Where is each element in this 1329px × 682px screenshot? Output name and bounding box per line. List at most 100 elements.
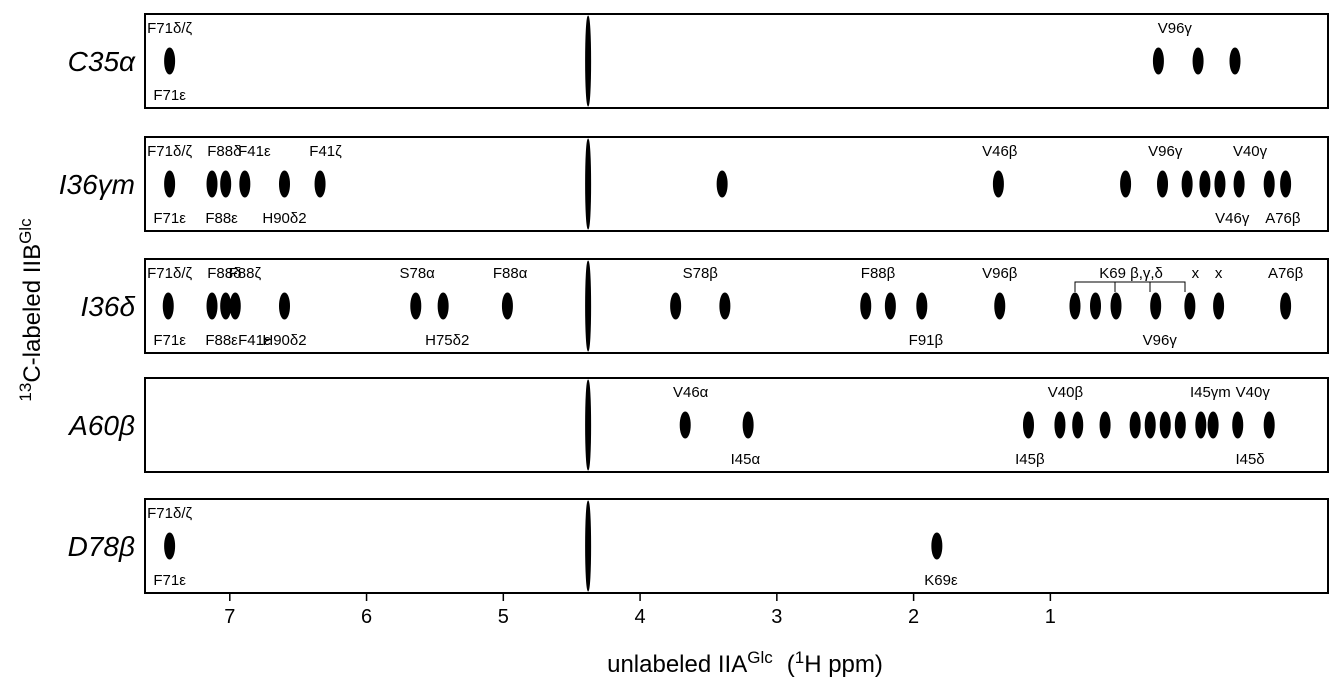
y-label-sup: 13 — [16, 383, 35, 402]
y-label-sup2: Glc — [16, 218, 35, 244]
peak — [1229, 47, 1241, 75]
peak-label: V40β — [1048, 384, 1084, 401]
peak — [1022, 411, 1034, 439]
panel-label: I36γm — [59, 169, 135, 200]
peak-label: H75δ2 — [425, 332, 469, 349]
peak — [501, 292, 513, 320]
x-label-main: unlabeled IIA — [607, 651, 747, 678]
peak — [220, 170, 232, 198]
peak-label: V46γ — [1215, 210, 1250, 227]
peak — [916, 292, 928, 320]
peak — [1144, 411, 1156, 439]
peak-label: F71ε — [153, 87, 186, 104]
peak — [1195, 411, 1207, 439]
peak-label: x — [1215, 265, 1223, 282]
peak — [670, 292, 682, 320]
peak — [585, 260, 592, 352]
peak — [206, 170, 218, 198]
peak-label: V40γ — [1233, 143, 1268, 160]
peak — [585, 138, 592, 230]
peak — [1232, 411, 1244, 439]
peak — [220, 292, 232, 320]
peak — [679, 411, 691, 439]
x-label-unit-sup: 1 — [795, 648, 804, 667]
peak-label: F41ε — [238, 332, 271, 349]
peak-label: V96γ — [1143, 332, 1178, 349]
peak-label: V46β — [982, 143, 1018, 160]
peak-label: A76β — [1268, 265, 1304, 282]
peak-label: V96β — [982, 265, 1018, 282]
peak-label: F88ε — [205, 210, 238, 227]
peak-label: F41ε — [238, 143, 271, 160]
panel-label: I36δ — [81, 291, 136, 322]
peak — [1159, 411, 1171, 439]
peak — [1090, 292, 1102, 320]
peak — [1181, 170, 1193, 198]
peak — [1174, 411, 1186, 439]
peak-label: I45α — [731, 451, 761, 468]
peak-label: F71δ/ζ — [147, 265, 192, 282]
panel-label: D78β — [68, 531, 135, 562]
peak — [1207, 411, 1219, 439]
peak-label: F71ε — [153, 210, 186, 227]
x-tick-label: 1 — [1045, 606, 1056, 628]
peak — [585, 15, 592, 107]
peak-label: V40γ — [1236, 384, 1271, 401]
peak — [994, 292, 1006, 320]
x-tick-label: 5 — [498, 606, 509, 628]
peak-label: K69ε — [924, 572, 958, 589]
peak — [884, 292, 896, 320]
peak-label: H90δ2 — [262, 332, 306, 349]
peak — [1150, 292, 1162, 320]
x-label-unit: ( — [787, 651, 795, 678]
peak — [1152, 47, 1164, 75]
peak-label: x — [1192, 265, 1200, 282]
panel-frame — [144, 13, 1329, 109]
peak-label: V46α — [673, 384, 709, 401]
x-tick-label: 3 — [771, 606, 782, 628]
peak-label: F71δ/ζ — [147, 505, 192, 522]
peak-label: V96γ — [1158, 20, 1193, 37]
peak-label: F91β — [909, 332, 944, 349]
peak — [1069, 292, 1081, 320]
peak-label: S78β — [683, 265, 719, 282]
peak — [1213, 292, 1225, 320]
peak — [719, 292, 731, 320]
peak-label: F41ζ — [309, 143, 342, 160]
peak — [1263, 170, 1275, 198]
peak — [164, 532, 176, 560]
peak-label: I45γm — [1190, 384, 1231, 401]
x-tick-label: 4 — [635, 606, 646, 628]
peak-label: F71ε — [153, 332, 186, 349]
peak — [860, 292, 872, 320]
x-tick-label: 2 — [908, 606, 919, 628]
peak — [164, 47, 176, 75]
peak — [410, 292, 422, 320]
y-label-main: C-labeled IIB — [19, 244, 46, 383]
peak — [585, 379, 592, 471]
assignment-bracket — [1074, 281, 1186, 292]
peak-label: F88δ — [207, 265, 241, 282]
peak — [239, 170, 251, 198]
peak — [931, 532, 943, 560]
peak — [164, 170, 176, 198]
peak-label: F88β — [861, 265, 896, 282]
x-tick-label: 7 — [224, 606, 235, 628]
peak — [162, 292, 174, 320]
peak — [1214, 170, 1226, 198]
panel-frame — [144, 377, 1329, 473]
panel-frame — [144, 258, 1329, 354]
peak — [1110, 292, 1122, 320]
peak — [1099, 411, 1111, 439]
peak — [585, 500, 592, 592]
x-axis-label: unlabeled IIAGlc (1H ppm) — [607, 648, 883, 678]
peak — [1184, 292, 1196, 320]
peak — [1129, 411, 1141, 439]
peak — [1280, 170, 1292, 198]
peak — [278, 292, 290, 320]
peak-label: S78α — [399, 265, 435, 282]
y-axis-label: 13C-labeled IIBGlc — [16, 218, 46, 402]
peak-label: F88ζ — [229, 265, 262, 282]
peak-label: I45β — [1015, 451, 1045, 468]
